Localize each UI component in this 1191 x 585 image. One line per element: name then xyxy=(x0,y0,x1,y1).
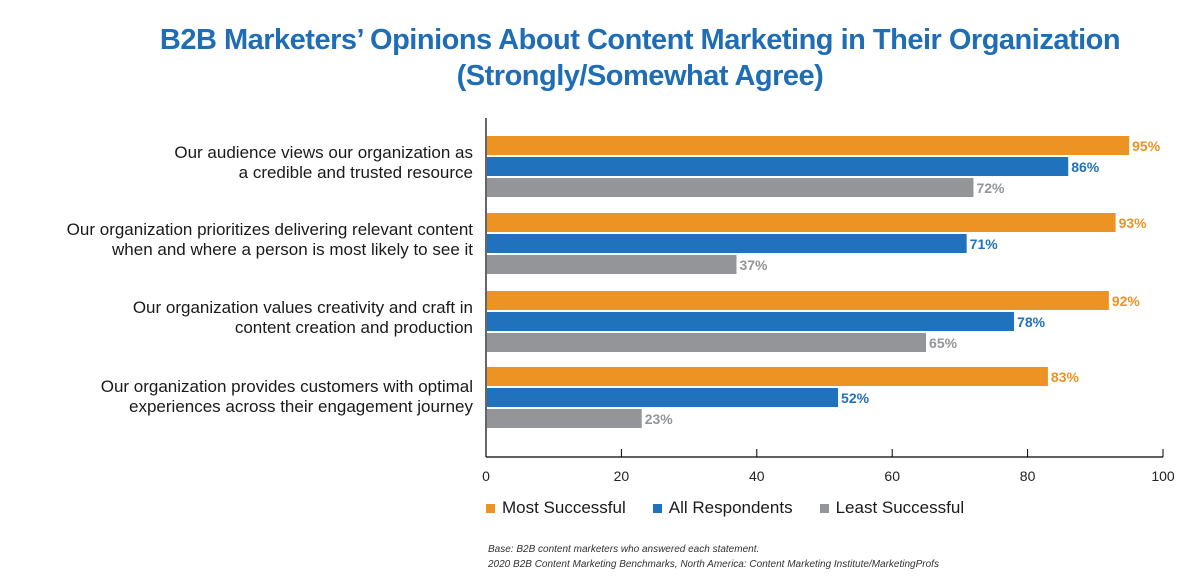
data-label: 37% xyxy=(739,257,768,273)
bar xyxy=(487,157,1069,176)
data-label: 71% xyxy=(970,236,999,252)
x-tick-label: 80 xyxy=(1020,468,1036,484)
data-label: 93% xyxy=(1119,215,1148,231)
legend-swatch xyxy=(652,503,662,513)
x-tick-label: 0 xyxy=(482,468,490,484)
footnote-base: Base: B2B content marketers who answered… xyxy=(488,544,760,555)
bar xyxy=(487,234,967,253)
footnote-source: 2020 B2B Content Marketing Benchmarks, N… xyxy=(488,559,939,570)
chart-title: B2B Marketers’ Opinions About Content Ma… xyxy=(60,22,1191,94)
x-tick-label: 20 xyxy=(614,468,630,484)
category-label: Our organization prioritizes delivering … xyxy=(66,220,473,259)
data-label: 52% xyxy=(841,390,870,406)
legend-item-all-respondents: All Respondents xyxy=(652,498,793,518)
category-label: Our organization values creativity and c… xyxy=(132,298,473,337)
x-tick-label: 60 xyxy=(884,468,900,484)
footnote: Base: B2B content marketers who answered… xyxy=(488,542,939,572)
bar xyxy=(487,409,642,428)
data-label: 83% xyxy=(1051,369,1080,385)
legend-item-most-successful: Most Successful xyxy=(486,498,626,518)
legend-swatch xyxy=(819,503,829,513)
category-label: Our organization provides customers with… xyxy=(100,377,473,416)
legend-item-least-successful: Least Successful xyxy=(819,498,964,518)
data-label: 72% xyxy=(976,180,1005,196)
bar xyxy=(487,312,1015,331)
data-label: 23% xyxy=(645,411,674,427)
bar xyxy=(487,213,1116,232)
x-tick-label: 100 xyxy=(1151,468,1175,484)
x-tick-label: 40 xyxy=(749,468,765,484)
bar xyxy=(487,291,1109,310)
bar xyxy=(487,367,1048,386)
chart-subtitle: (Strongly/Somewhat Agree) xyxy=(456,60,824,92)
data-label: 86% xyxy=(1071,159,1100,175)
data-label: 92% xyxy=(1112,293,1141,309)
legend-swatch xyxy=(486,503,495,513)
bar xyxy=(487,255,737,274)
bar xyxy=(487,136,1130,155)
data-label: 95% xyxy=(1132,138,1161,154)
category-label: Our audience views our organization as a… xyxy=(174,143,473,182)
legend: Most Successful All Respondents Least Su… xyxy=(486,498,964,518)
bar xyxy=(487,333,927,352)
chart-title-main: B2B Marketers’ Opinions About Content Ma… xyxy=(159,24,1121,56)
bar xyxy=(487,388,839,407)
bar xyxy=(487,178,974,197)
data-label: 78% xyxy=(1017,314,1046,330)
data-label: 65% xyxy=(929,335,958,351)
